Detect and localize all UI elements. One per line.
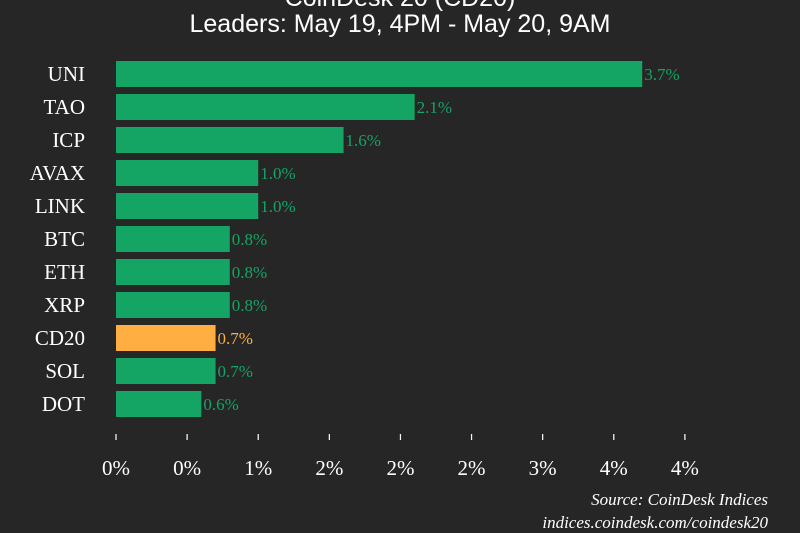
value-label-avax: 1.0% [260, 164, 295, 183]
category-label-dot: DOT [42, 392, 85, 416]
x-tick-label: 4% [671, 456, 699, 480]
chart-subtitle: Leaders: May 19, 4PM - May 20, 9AM [189, 10, 610, 38]
bar-eth [116, 259, 230, 285]
bar-avax [116, 160, 259, 186]
category-label-cd20: CD20 [35, 326, 85, 350]
x-tick-label: 4% [600, 456, 628, 480]
x-tick-label: 2% [315, 456, 343, 480]
bar-dot [116, 391, 202, 417]
bars-group: UNI 3.7% TAO 2.1% ICP 1.6% AVAX 1.0% LINK 1.0% BTC… [30, 61, 680, 417]
value-label-sol: 0.7% [218, 362, 253, 381]
value-label-icp: 1.6% [346, 131, 381, 150]
category-label-link: LINK [35, 194, 85, 218]
source-url: indices.coindesk.com/coindesk20 [542, 513, 768, 532]
source-note: Source: CoinDesk Indices [591, 490, 768, 509]
value-label-xrp: 0.8% [232, 296, 267, 315]
value-label-uni: 3.7% [644, 65, 679, 84]
category-label-uni: UNI [48, 62, 85, 86]
value-label-tao: 2.1% [417, 98, 452, 117]
x-tick-label: 0% [173, 456, 201, 480]
value-label-eth: 0.8% [232, 263, 267, 282]
bar-btc [116, 226, 230, 252]
category-label-icp: ICP [52, 128, 85, 152]
bar-tao [116, 94, 415, 120]
value-label-dot: 0.6% [203, 395, 238, 414]
bar-uni [116, 61, 643, 87]
chart-title: CoinDesk 20 (CD20) [285, 0, 516, 12]
bar-link [116, 193, 259, 219]
bar-sol [116, 358, 216, 384]
x-tick-label: 3% [529, 456, 557, 480]
x-axis: 0% 0% 1% 2% 2% 2% 3% 4% 4% [102, 434, 699, 480]
x-tick-label: 2% [458, 456, 486, 480]
category-label-avax: AVAX [30, 161, 85, 185]
category-label-xrp: XRP [44, 293, 85, 317]
category-label-tao: TAO [44, 95, 85, 119]
x-tick-label: 2% [386, 456, 414, 480]
value-label-cd20: 0.7% [218, 329, 253, 348]
x-tick-label: 0% [102, 456, 130, 480]
value-label-link: 1.0% [260, 197, 295, 216]
value-label-btc: 0.8% [232, 230, 267, 249]
category-label-btc: BTC [44, 227, 85, 251]
category-label-sol: SOL [45, 359, 85, 383]
bar-xrp [116, 292, 230, 318]
category-label-eth: ETH [44, 260, 85, 284]
x-tick-label: 1% [244, 456, 272, 480]
bar-icp [116, 127, 344, 153]
bar-cd20 [116, 325, 216, 351]
